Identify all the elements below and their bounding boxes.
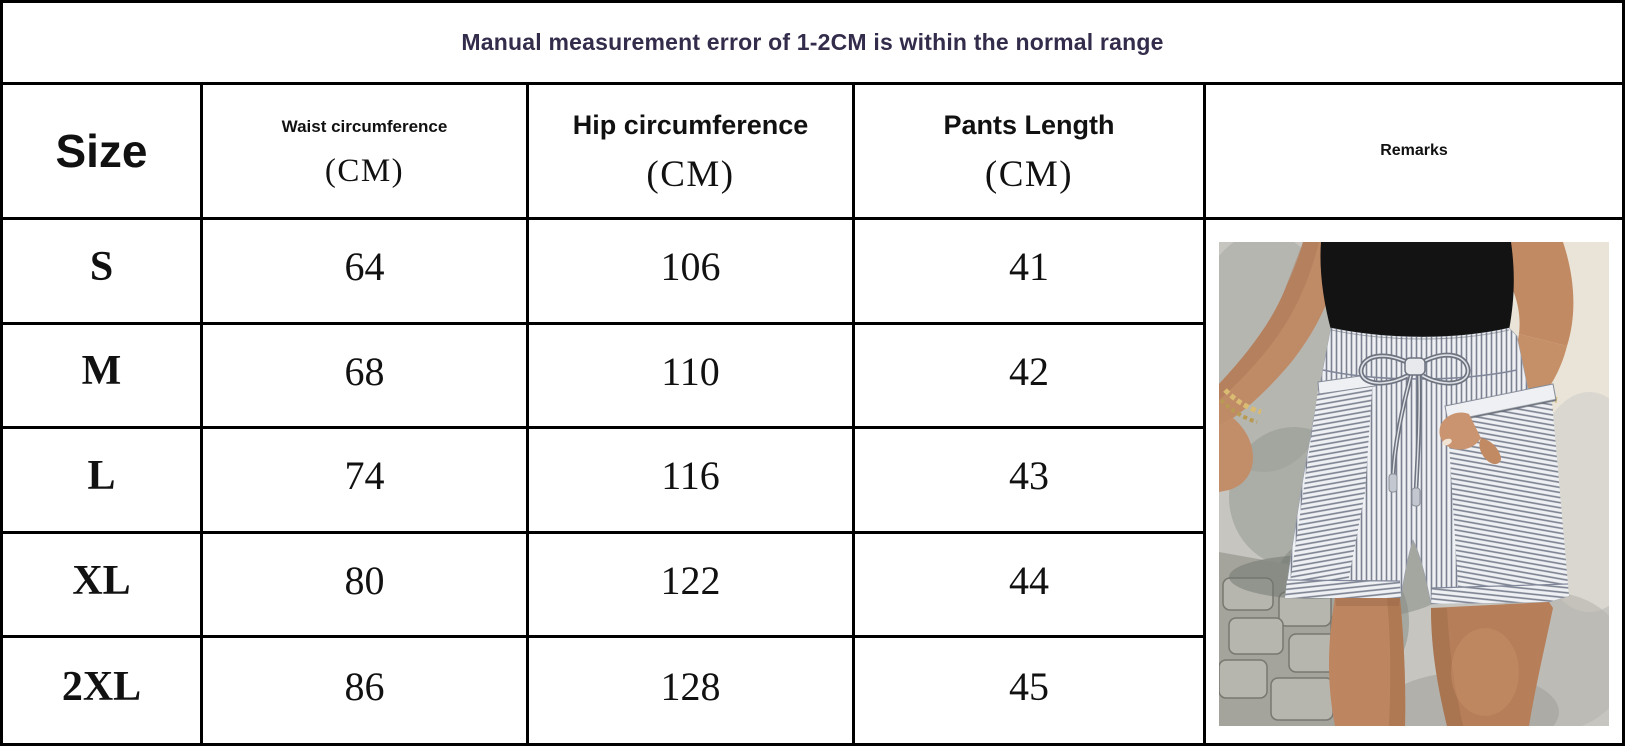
size-value: S <box>3 220 203 325</box>
black-top <box>1320 242 1514 338</box>
waist-value: 74 <box>203 429 529 534</box>
left-bracelet <box>1223 388 1262 415</box>
header-remarks: Remarks <box>1206 85 1622 220</box>
hip-value: 128 <box>529 638 855 743</box>
pocket-opening <box>1444 383 1557 423</box>
size-value: XL <box>3 533 203 639</box>
header-hip: Hip circumference (CM) <box>529 85 855 220</box>
header-length-label: Pants Length <box>943 110 1115 140</box>
hip-value: 122 <box>529 533 855 639</box>
waist-value: 80 <box>203 533 529 639</box>
remarks-photo-cell <box>1206 220 1622 743</box>
size-value: M <box>3 324 203 430</box>
length-value: 44 <box>855 533 1206 639</box>
header-length: Pants Length (CM) <box>855 85 1206 220</box>
length-value: 45 <box>855 638 1206 743</box>
header-waist-unit: (CM) <box>324 152 405 189</box>
striped-shorts <box>1284 327 1570 605</box>
left-arm <box>1219 242 1343 492</box>
length-value: 41 <box>855 220 1206 325</box>
product-photo <box>1219 242 1609 726</box>
header-length-unit: (CM) <box>984 154 1074 195</box>
hip-value: 116 <box>529 429 855 534</box>
size-value: 2XL <box>3 638 203 743</box>
header-hip-label: Hip circumference <box>572 110 809 140</box>
hip-value: 110 <box>529 324 855 430</box>
banner-text: Manual measurement error of 1-2CM is wit… <box>3 3 1622 85</box>
header-waist: Waist circumference (CM) <box>203 85 529 220</box>
waist-value: 64 <box>203 220 529 325</box>
waist-value: 68 <box>203 324 529 430</box>
header-size: Size <box>3 85 203 220</box>
legs <box>1329 598 1553 726</box>
header-hip-unit: (CM) <box>646 154 735 195</box>
length-value: 43 <box>855 429 1206 534</box>
drawstring-bow <box>1358 352 1471 507</box>
waist-value: 86 <box>203 638 529 743</box>
hip-value: 106 <box>529 220 855 325</box>
size-value: L <box>3 429 203 534</box>
length-value: 42 <box>855 324 1206 430</box>
hand-in-pocket <box>1439 412 1501 465</box>
header-waist-label: Waist circumference <box>281 116 448 136</box>
